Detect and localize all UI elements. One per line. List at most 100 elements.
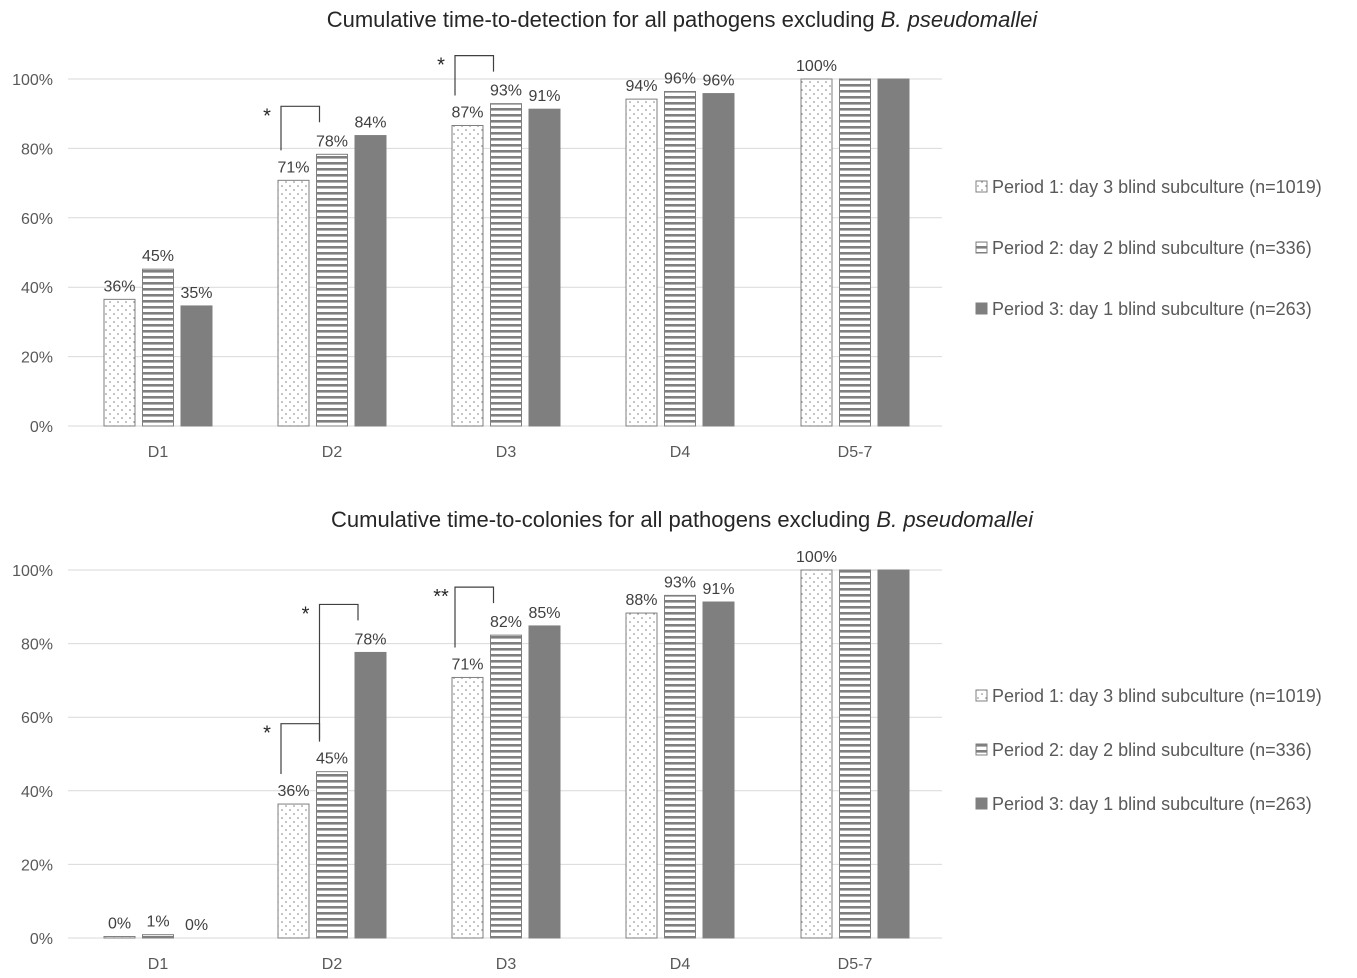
bar (451, 124, 484, 427)
bar (316, 771, 348, 939)
y-tick-label: 60% (21, 710, 53, 727)
data-label: 35% (180, 285, 212, 302)
bar (354, 651, 387, 939)
data-label: 96% (664, 70, 696, 87)
y-tick-label: 100% (12, 563, 53, 580)
bar (702, 93, 735, 427)
bar (277, 803, 310, 939)
legend-swatch (975, 797, 988, 810)
data-label: 82% (490, 614, 522, 631)
legend-label: Period 2: day 2 blind subculture (n=336) (992, 740, 1312, 760)
y-tick-label: 100% (12, 72, 53, 89)
bar (277, 179, 310, 427)
chart-title-italic: B. pseudomallei (881, 7, 1039, 32)
data-label: 93% (490, 83, 522, 100)
data-label: 93% (664, 574, 696, 591)
bar (877, 569, 910, 939)
x-tick-label: D4 (670, 444, 691, 461)
legend-swatch (975, 689, 988, 702)
data-label: 88% (625, 592, 657, 609)
chart-title: Cumulative time-to-detection for all pat… (327, 7, 1039, 32)
significance-bracket (454, 586, 495, 648)
y-tick-label: 80% (21, 141, 53, 158)
data-label: 84% (354, 115, 386, 132)
significance-marker: * (263, 723, 271, 745)
bar (490, 634, 522, 939)
bar (839, 78, 871, 427)
data-label: 78% (354, 631, 386, 648)
legend-label: Period 3: day 1 blind subculture (n=263) (992, 299, 1312, 319)
chart-panel-colonies: Cumulative time-to-colonies for all path… (12, 507, 1322, 973)
bar (451, 676, 484, 939)
legend-swatch (975, 241, 988, 254)
bar (839, 569, 871, 939)
data-label: 100% (796, 549, 837, 566)
bar (800, 78, 833, 427)
data-label: 85% (528, 605, 560, 622)
legend-swatch (975, 743, 988, 756)
x-tick-label: D5-7 (838, 444, 873, 461)
bar (142, 268, 174, 427)
data-label: 91% (702, 581, 734, 598)
legend-swatch (975, 302, 988, 315)
data-label: 71% (277, 159, 309, 176)
y-tick-label: 20% (21, 857, 53, 874)
y-tick-label: 40% (21, 784, 53, 801)
data-label: 71% (451, 656, 483, 673)
x-tick-label: D5-7 (838, 956, 873, 973)
bar (528, 108, 561, 427)
bar (625, 98, 658, 427)
x-tick-label: D3 (496, 444, 517, 461)
chart-title: Cumulative time-to-colonies for all path… (331, 507, 1034, 532)
x-tick-label: D1 (148, 956, 169, 973)
bar (103, 936, 136, 939)
bar (625, 612, 658, 939)
data-label: 36% (103, 278, 135, 295)
bar (354, 135, 387, 427)
chart-title-main: Cumulative time-to-detection for all pat… (327, 7, 881, 32)
data-label: 1% (146, 914, 169, 931)
x-tick-label: D3 (496, 956, 517, 973)
bar (664, 90, 696, 427)
data-label: 45% (142, 248, 174, 265)
data-label: 91% (528, 88, 560, 105)
bar (664, 594, 696, 939)
bar (142, 934, 174, 939)
y-tick-label: 0% (30, 931, 53, 948)
y-tick-label: 0% (30, 419, 53, 436)
legend-label: Period 2: day 2 blind subculture (n=336) (992, 238, 1312, 258)
x-tick-label: D2 (322, 956, 343, 973)
significance-marker: ** (433, 586, 449, 608)
significance-marker: * (263, 105, 271, 127)
significance-marker: * (437, 55, 445, 77)
significance-marker: * (302, 603, 310, 625)
chart-title-main: Cumulative time-to-colonies for all path… (331, 507, 876, 532)
data-label: 36% (277, 783, 309, 800)
bar (702, 601, 735, 939)
bar (800, 569, 833, 939)
data-label: 87% (451, 104, 483, 121)
legend-label: Period 3: day 1 blind subculture (n=263) (992, 794, 1312, 814)
x-tick-label: D1 (148, 444, 169, 461)
chart-title-italic: B. pseudomallei (876, 507, 1034, 532)
significance-bracket (280, 723, 321, 775)
significance-bracket (454, 55, 495, 96)
data-label: 96% (702, 73, 734, 90)
x-tick-label: D2 (322, 444, 343, 461)
data-label: 100% (796, 58, 837, 75)
legend-label: Period 1: day 3 blind subculture (n=1019… (992, 177, 1322, 197)
bar (180, 305, 213, 427)
data-label: 0% (185, 917, 208, 934)
legend-swatch (975, 180, 988, 193)
y-tick-label: 80% (21, 637, 53, 654)
significance-bracket (280, 105, 321, 151)
data-label: 94% (625, 78, 657, 95)
bar (316, 153, 348, 427)
bar (490, 103, 522, 427)
x-tick-label: D4 (670, 956, 691, 973)
significance-bracket (318, 603, 359, 742)
bar (877, 78, 910, 427)
y-tick-label: 40% (21, 280, 53, 297)
